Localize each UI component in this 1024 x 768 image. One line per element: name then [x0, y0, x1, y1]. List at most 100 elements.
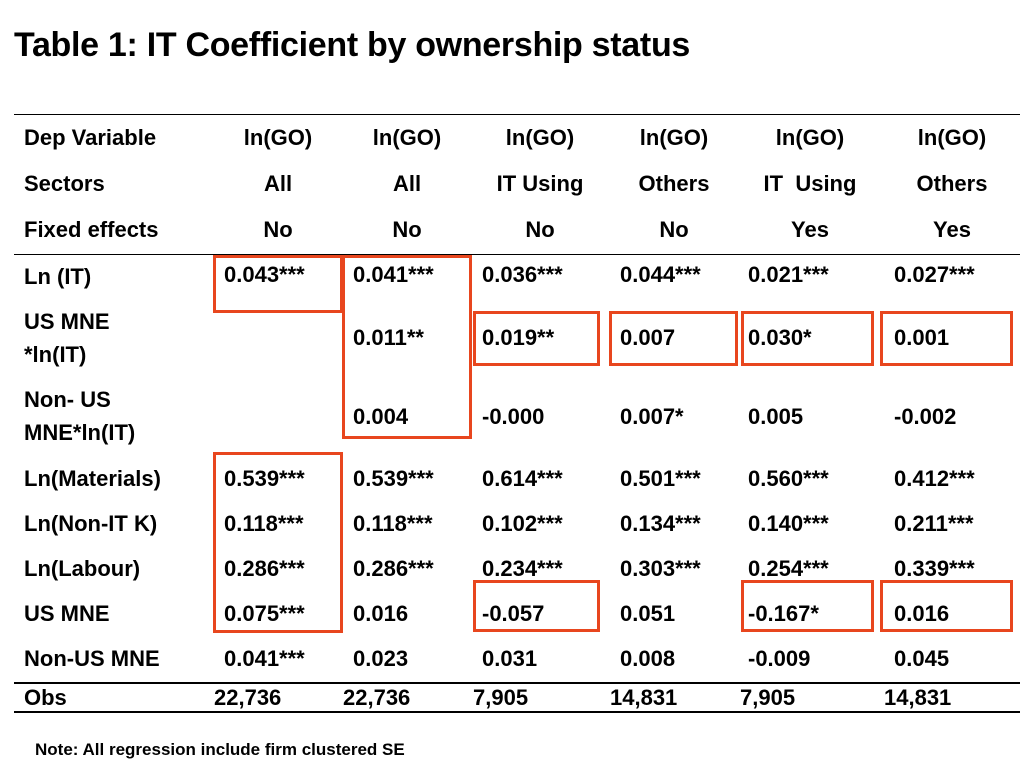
table-cell: 0.031 — [482, 646, 538, 671]
table-cell: 0.036*** — [482, 262, 563, 287]
table-cell: 0.011** — [353, 325, 424, 350]
row-label-dep-variable: Dep Variable — [24, 125, 157, 150]
header-fe-col-5: Yes — [791, 217, 829, 242]
obs-top-rule — [14, 682, 1020, 684]
header-fe-col-6: Yes — [933, 217, 971, 242]
table-cell: -0.002 — [894, 404, 957, 429]
obs-cell: 22,736 — [343, 685, 411, 710]
table-cell: 0.118*** — [224, 511, 304, 536]
highlight-box — [880, 311, 1013, 366]
header-fe-col-2: No — [392, 217, 422, 242]
header-sector-col-6: Others — [916, 171, 988, 196]
row-label-ln-non-it-k: Ln(Non-IT K) — [24, 511, 158, 536]
row-label-obs: Obs — [24, 685, 67, 710]
obs-cell: 22,736 — [214, 685, 282, 710]
row-label-us-mne: US MNE — [24, 601, 110, 626]
table-cell: 0.539*** — [224, 466, 305, 491]
table-cell: 0.412*** — [894, 466, 975, 491]
table-cell: 0.004 — [353, 404, 409, 429]
table-cell: -0.000 — [482, 404, 545, 429]
row-label-fixed-effects: Fixed effects — [24, 217, 159, 242]
table-cell: 0.303*** — [620, 556, 701, 581]
table-cell: 0.339*** — [894, 556, 975, 581]
highlight-box — [473, 311, 600, 366]
header-dep-col-2: ln(GO) — [372, 125, 442, 150]
obs-cell: 7,905 — [740, 685, 796, 710]
header-dep-col-1: ln(GO) — [243, 125, 313, 150]
table-cell: 0.041*** — [224, 646, 305, 671]
row-label-us-mne-ln-it-line1: US MNE — [24, 309, 110, 334]
header-sector-col-1: All — [263, 171, 293, 196]
header-dep-col-3: ln(GO) — [505, 125, 575, 150]
row-label-sectors: Sectors — [24, 171, 105, 196]
table-cell: 0.023 — [353, 646, 409, 671]
table-cell: 0.030* — [748, 325, 812, 350]
table-cell: 0.286*** — [353, 556, 434, 581]
highlight-box — [473, 580, 600, 632]
header-fe-col-1: No — [263, 217, 293, 242]
table-cell: 0.007 — [620, 325, 676, 350]
table-cell: 0.016 — [894, 601, 950, 626]
table-top-rule — [14, 114, 1020, 115]
table-cell: 0.008 — [620, 646, 676, 671]
table-cell: 0.286*** — [224, 556, 305, 581]
table-cell: 0.019** — [482, 325, 555, 350]
table-cell: -0.167* — [748, 601, 819, 626]
table-cell: 0.021*** — [748, 262, 829, 287]
table-cell: 0.001 — [894, 325, 950, 350]
table-cell: 0.102*** — [482, 511, 563, 536]
table-cell: 0.501*** — [620, 466, 701, 491]
header-separator-rule — [14, 254, 1020, 255]
table-cell: 0.539*** — [353, 466, 434, 491]
obs-cell: 14,831 — [610, 685, 678, 710]
table-cell: 0.051 — [620, 601, 676, 626]
header-dep-col-6: ln(GO) — [917, 125, 987, 150]
table-cell: 0.140*** — [748, 511, 829, 536]
table-cell: 0.560*** — [748, 466, 829, 491]
table-cell: 0.118*** — [353, 511, 433, 536]
table-cell: 0.045 — [894, 646, 950, 671]
table-cell: 0.211*** — [894, 511, 974, 536]
highlight-box — [741, 580, 874, 632]
table-cell: 0.044*** — [620, 262, 701, 287]
highlight-box — [213, 255, 343, 313]
table-cell: 0.075*** — [224, 601, 305, 626]
footnote: Note: All regression include firm cluste… — [35, 740, 405, 759]
highlight-box — [213, 452, 343, 633]
table-cell: 0.041*** — [353, 262, 434, 287]
table-cell: 0.134*** — [620, 511, 701, 536]
row-label-ln-materials: Ln(Materials) — [24, 466, 161, 491]
row-label-non-us-mne-ln-it-line2: MNE*ln(IT) — [24, 420, 136, 445]
row-label-ln-labour: Ln(Labour) — [24, 556, 141, 581]
table-cell: 0.027*** — [894, 262, 975, 287]
header-sector-col-5: IT Using — [763, 171, 857, 196]
table-cell: 0.016 — [353, 601, 409, 626]
table-title: Table 1: IT Coefficient by ownership sta… — [14, 26, 691, 64]
header-sector-col-4: Others — [638, 171, 710, 196]
table-cell: 0.234*** — [482, 556, 563, 581]
header-dep-col-5: ln(GO) — [775, 125, 845, 150]
obs-cell: 14,831 — [884, 685, 952, 710]
row-label-non-us-mne-ln-it-line1: Non- US — [24, 387, 111, 412]
obs-cell: 7,905 — [473, 685, 529, 710]
header-fe-col-3: No — [525, 217, 555, 242]
table-cell: -0.009 — [748, 646, 811, 671]
table-cell: 0.254*** — [748, 556, 829, 581]
row-label-ln-it: Ln (IT) — [24, 264, 92, 289]
highlight-box — [609, 311, 738, 366]
table-cell: 0.005 — [748, 404, 804, 429]
table-cell: 0.007* — [620, 404, 684, 429]
table-cell: -0.057 — [482, 601, 545, 626]
highlight-box — [741, 311, 874, 366]
highlight-box — [342, 255, 472, 439]
table-cell: 0.043*** — [224, 262, 305, 287]
highlight-box — [880, 580, 1013, 632]
row-label-non-us-mne: Non-US MNE — [24, 646, 160, 671]
header-fe-col-4: No — [659, 217, 689, 242]
header-sector-col-3: IT Using — [496, 171, 584, 196]
header-dep-col-4: ln(GO) — [639, 125, 709, 150]
header-sector-col-2: All — [392, 171, 422, 196]
obs-bottom-rule — [14, 711, 1020, 713]
row-label-us-mne-ln-it-line2: *ln(IT) — [24, 342, 87, 367]
table-cell: 0.614*** — [482, 466, 563, 491]
